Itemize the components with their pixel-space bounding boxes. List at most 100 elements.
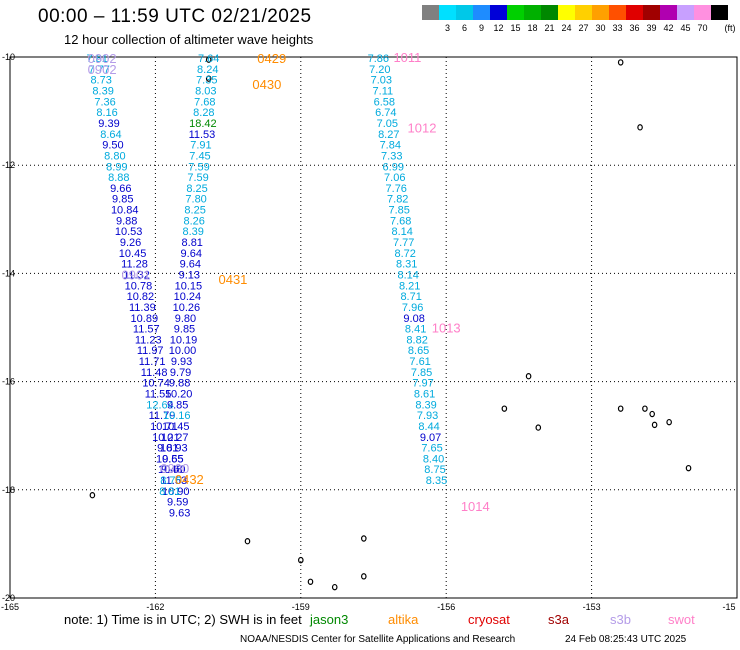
wave-height-value: 8.21 — [399, 280, 420, 292]
wave-height-value: 9.07 — [420, 432, 441, 444]
map-frame — [9, 56, 738, 599]
wave-height-value: 11.48 — [141, 367, 168, 379]
island-outline — [617, 59, 624, 66]
wave-height-value: 7.59 — [188, 161, 209, 173]
wave-height-value: 9.13 — [179, 269, 200, 281]
pass-time-label: 1011 — [393, 50, 421, 65]
wave-height-value: 7.03 — [371, 75, 392, 87]
pass-time-label: 1012 — [408, 120, 437, 135]
wave-height-value: 8.39 — [92, 86, 113, 98]
lat-tick-label: -18 — [2, 485, 15, 495]
wave-height-value: 8.99 — [106, 161, 127, 173]
island-outline — [685, 464, 692, 472]
wave-height-value: 6.99 — [383, 161, 404, 173]
wave-height-value: 11.57 — [133, 324, 160, 336]
pass-time-label: 0432 — [175, 472, 204, 487]
island-outline — [89, 492, 96, 499]
wave-height-value: 11.39 — [129, 302, 156, 314]
wave-height-value: 11.53 — [160, 475, 187, 487]
mission-altika: altika — [388, 612, 419, 627]
wave-height-value: 8.82 — [406, 334, 427, 346]
wave-height-value: 10.26 — [173, 302, 201, 314]
wave-height-value: 8.64 — [100, 129, 121, 141]
wave-height-value: 8.40 — [423, 453, 444, 465]
wave-height-value: 9.64 — [180, 259, 201, 271]
legend-tick-label: 6 — [461, 23, 467, 33]
legend-tick-label: 18 — [527, 23, 538, 33]
island-outline — [617, 405, 624, 412]
mission-jason3: jason3 — [310, 612, 349, 627]
wave-height-value: 9.39 — [98, 118, 119, 130]
wave-height-value: 8.16 — [96, 107, 117, 119]
wave-height-value: 7.77 — [393, 237, 414, 249]
pass-time-label: 0901 — [122, 267, 151, 282]
lat-tick-label: -16 — [2, 377, 15, 387]
island-outline — [331, 583, 338, 591]
wave-height-value: 8.25 — [184, 205, 205, 217]
wave-height-value: 9.85 — [167, 399, 188, 411]
legend-tick-label: 33 — [612, 23, 623, 33]
wave-height-value: 8.24 — [197, 64, 218, 76]
legend-swatch — [643, 5, 660, 20]
wave-height-value: 10.90 — [162, 486, 190, 498]
wave-height-value: 9.79 — [170, 367, 191, 379]
wave-height-value: 7.84 — [380, 140, 401, 152]
wave-height-value: 9.08 — [403, 313, 424, 325]
wave-height-value: 10.16 — [163, 410, 191, 422]
wave-height-value: 7.59 — [187, 172, 208, 184]
wave-height-value: 8.65 — [408, 345, 429, 357]
wave-height-value: 7.82 — [387, 194, 408, 206]
legend-swatch — [456, 5, 473, 20]
wave-height-value: 9.66 — [110, 183, 131, 195]
wave-height-value: 9.85 — [174, 324, 195, 336]
wave-height-value: 9.50 — [102, 140, 123, 152]
wave-height-value: 8.31 — [396, 259, 417, 271]
pass-time-label: 0429 — [257, 51, 286, 66]
legend-swatch — [507, 5, 524, 20]
legend-tick-label: 70 — [697, 23, 708, 33]
lat-tick-label: -12 — [2, 160, 15, 170]
island-outline — [361, 573, 367, 580]
wave-height-value: 8.41 — [405, 324, 426, 336]
wave-height-value: 9.65 — [162, 453, 183, 465]
wave-height-value: 7.93 — [417, 410, 438, 422]
wave-height-value: 8.28 — [193, 107, 214, 119]
wave-height-value: 11.71 — [139, 356, 166, 368]
wave-height-value: 8.71 — [400, 291, 421, 303]
wave-height-value: 8.14 — [397, 269, 418, 281]
island-outline — [205, 56, 212, 63]
legend-tick-label: 27 — [578, 23, 589, 33]
wave-height-value: 8.61 — [414, 389, 435, 401]
legend-tick-label: 9 — [478, 23, 484, 33]
island-outline — [307, 578, 314, 585]
legend-swatch — [575, 5, 592, 20]
wave-height-value: 7.33 — [381, 150, 402, 162]
wave-height-value: 7.91 — [190, 140, 211, 152]
island-outline — [651, 421, 658, 429]
wave-height-value: 8.27 — [378, 129, 399, 141]
wave-height-value: 9.59 — [167, 497, 188, 509]
legend-swatch — [473, 5, 490, 20]
footer-note: note: 1) Time is in UTC; 2) SWH is in fe… — [64, 612, 302, 627]
generated-timestamp: 24 Feb 08:25:43 UTC 2025 — [565, 634, 687, 645]
lon-tick-label: -159 — [292, 602, 310, 612]
wave-height-value: 7.81 — [87, 53, 108, 65]
wave-height-value: 11.97 — [137, 345, 164, 357]
mission-cryosat: cryosat — [468, 612, 510, 627]
legend-swatch — [609, 5, 626, 20]
wave-height-value: 8.81 — [182, 237, 203, 249]
wave-height-value: 11.53 — [189, 129, 216, 141]
legend-swatch — [439, 5, 456, 20]
wave-height-value: 8.73 — [90, 75, 111, 87]
island-outline — [244, 537, 251, 545]
wave-height-value: 8.72 — [394, 248, 415, 260]
island-outline — [205, 75, 212, 82]
pass-time-label: 0430 — [252, 77, 281, 92]
pass-time-label: 0902 — [88, 62, 117, 77]
wave-height-value: 9.93 — [171, 356, 192, 368]
wave-height-value: 11.79 — [149, 410, 176, 422]
legend-swatch — [524, 5, 541, 20]
wave-height-value: 7.64 — [198, 53, 219, 65]
